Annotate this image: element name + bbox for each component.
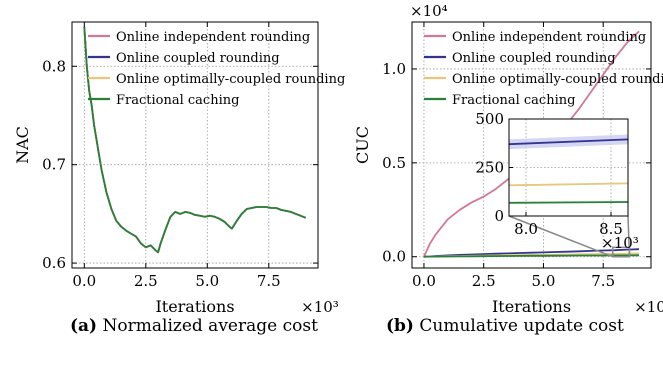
inset-y-tick-label: 500 [475, 110, 504, 128]
y-axis-multiplier: ×10⁴ [410, 2, 448, 20]
caption-a: (a) Normalized average cost [70, 316, 318, 336]
caption-b-tag: (b) [386, 316, 414, 336]
legend-label-optimal: Online optimally-coupled rounding [116, 72, 345, 87]
series-line-fractional [83, 26, 307, 254]
series-line-fractional [423, 254, 640, 258]
y-tick-label: 1.0 [382, 60, 406, 78]
x-tick-label: 0.0 [72, 272, 96, 290]
x-tick-label: 7.5 [591, 272, 615, 290]
inset-chart: 8.0 8.5 0 250 500 ×10³ [475, 110, 638, 252]
y-tick-label: 0.5 [382, 154, 406, 172]
legend-label-coupled: Online coupled rounding [116, 51, 280, 66]
plot-frame [411, 21, 652, 269]
x-tick-label: 5.0 [532, 272, 556, 290]
plot-frame [71, 21, 319, 269]
inset-x-multiplier: ×10³ [601, 234, 639, 252]
legend-label-fractional: Fractional caching [116, 93, 239, 108]
y-tick-label: 0.7 [42, 156, 66, 174]
y-tick-label: 0.6 [42, 254, 66, 272]
inset-y-tick-label: 0 [494, 207, 504, 225]
legend-nac: Online independent rounding Online couple… [88, 30, 345, 108]
caption-b-text: Cumulative update cost [419, 316, 624, 336]
caption-a-tag: (a) [70, 316, 98, 336]
x-tick-label: 5.0 [195, 272, 219, 290]
x-axis-multiplier: ×10³ [301, 298, 339, 316]
caption-b: (b) Cumulative update cost [386, 316, 624, 336]
zoom-connector [508, 215, 614, 258]
inset-line-fractional [508, 201, 629, 204]
inset-y-tick-label: 250 [475, 159, 504, 177]
inset-line-coupled [508, 138, 629, 146]
x-axis-multiplier: ×10³ [634, 298, 663, 316]
legend-label-coupled: Online coupled rounding [452, 51, 616, 66]
y-tick-label: 0.8 [42, 57, 66, 75]
x-tick-label: 0.0 [412, 272, 436, 290]
chart-cuc: 0.0 2.5 5.0 7.5 0.0 0.5 1.0 Iterations ×10³ CUC ×1… [353, 2, 663, 316]
legend-label-independent: Online independent rounding [452, 30, 646, 45]
inset-x-tick-label: 8.5 [599, 220, 623, 238]
x-tick-label: 2.5 [472, 272, 496, 290]
caption-a-text: Normalized average cost [102, 316, 318, 336]
x-axis-label: Iterations [492, 297, 571, 316]
zoom-connector [627, 215, 631, 257]
y-axis-label: NAC [13, 126, 32, 164]
legend-label-optimal: Online optimally-coupled rounding [452, 72, 663, 87]
y-axis-label: CUC [353, 126, 372, 164]
x-tick-label: 2.5 [134, 272, 158, 290]
legend-label-independent: Online independent rounding [116, 30, 310, 45]
y-tick-label: 0.0 [382, 248, 406, 266]
x-tick-label: 7.5 [257, 272, 281, 290]
legend-label-fractional: Fractional caching [452, 93, 575, 108]
inset-line-optimal [508, 182, 629, 187]
inset-x-tick-label: 8.0 [514, 220, 538, 238]
legend-cuc: Online independent rounding Online couple… [424, 30, 663, 108]
chart-nac: 0.0 2.5 5.0 7.5 0.6 0.7 0.8 Iterations ×10³ NAC [13, 21, 339, 316]
x-axis-label: Iterations [155, 297, 234, 316]
